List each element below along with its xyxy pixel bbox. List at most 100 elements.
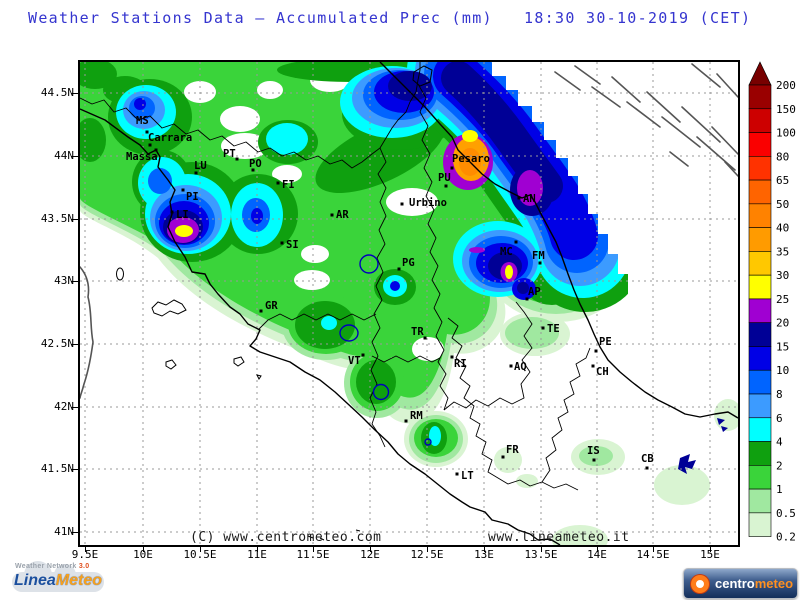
station-label: PE — [599, 336, 612, 348]
legend-swatch-25 — [748, 298, 772, 323]
station-PI: PI — [181, 188, 199, 203]
station-MC: MC — [500, 240, 518, 258]
legend-swatch-1 — [748, 488, 772, 514]
lon-tick — [143, 545, 144, 552]
legend-value-40: 40 — [776, 222, 789, 235]
legend-value-20: 20 — [776, 317, 789, 330]
station-label: TE — [547, 323, 560, 335]
legend-arrow — [748, 61, 772, 86]
station-dot — [154, 148, 158, 152]
station-TR: TR — [411, 326, 427, 340]
legend-value-8: 8 — [776, 388, 783, 401]
lon-label-12.5E: 12.5E — [410, 548, 444, 561]
station-label: PT — [223, 148, 236, 160]
station-FR: FR — [501, 444, 519, 459]
islands — [116, 65, 433, 541]
elba-island — [151, 299, 187, 317]
station-Carrara: Carrara — [148, 132, 192, 147]
station-dot — [181, 188, 185, 192]
centrometeo-ring-icon — [691, 574, 709, 593]
italy-coastline — [80, 62, 738, 545]
legend-value-2: 2 — [776, 459, 783, 472]
legend-value-4: 4 — [776, 436, 783, 449]
lat-label-43.5N: 43.5N — [40, 212, 74, 225]
station-PU: PU — [438, 172, 451, 188]
lon-label-10.5E: 10.5E — [183, 548, 217, 561]
legend-value-30: 30 — [776, 269, 789, 282]
lon-label-14.5E: 14.5E — [636, 548, 670, 561]
small-offshore-spots — [678, 418, 728, 474]
lat-tick — [71, 532, 78, 533]
giglio-island — [233, 356, 245, 367]
montecristo-island — [165, 359, 177, 370]
map-canvas: MS Carrara Massa LU PT PO FI PI LI SI AR Pesaro PU Ur… — [78, 60, 740, 547]
precip-extreme-cores — [175, 130, 513, 279]
san-marino-outline — [412, 65, 433, 87]
legend-swatch-2 — [748, 465, 772, 490]
lat-tick — [71, 219, 78, 220]
station-PT: PT — [223, 148, 239, 161]
legend-swatch-65 — [748, 179, 772, 205]
station-VT: VT — [348, 353, 365, 367]
lon-tick — [710, 545, 711, 552]
station-dot — [170, 210, 174, 214]
station-label: SI — [286, 239, 299, 251]
station-label: Massa — [126, 151, 158, 163]
legend-swatch-40 — [748, 227, 772, 252]
station-dot — [509, 364, 513, 368]
legend-value-50: 50 — [776, 198, 789, 211]
station-MS: MS — [136, 115, 149, 134]
station-Pesaro: Pesaro — [450, 153, 490, 170]
station-dot — [148, 143, 152, 147]
station-label: FI — [282, 179, 295, 191]
station-label: LU — [194, 160, 207, 172]
centrometeo-logo[interactable]: centrometeo — [683, 568, 798, 599]
lon-tick — [653, 545, 654, 552]
lat-label-44N: 44N — [54, 149, 74, 162]
station-label: PG — [402, 257, 415, 269]
legend-value-25: 25 — [776, 293, 789, 306]
legend-swatch-0.5 — [748, 512, 772, 537]
lon-label-10E: 10E — [133, 548, 153, 561]
lake-small — [424, 438, 432, 446]
giannutri-island — [256, 374, 262, 380]
station-PG: PG — [397, 257, 415, 271]
legend-value-10: 10 — [776, 364, 789, 377]
station-label: AR — [336, 209, 349, 221]
station-label: LI — [176, 209, 189, 221]
station-dot — [514, 240, 518, 244]
station-dot — [455, 472, 459, 476]
station-label: Pesaro — [452, 153, 490, 165]
station-dot — [645, 466, 649, 470]
station-dot — [541, 326, 545, 330]
station-dot — [538, 261, 542, 265]
station-dot — [450, 166, 454, 170]
precip-scale-legend: 200 150 100 80 65 50 40 35 30 25 20 15 10 8 6 4 2 1 0.5 0.2 — [748, 61, 796, 544]
station-label: AQ — [514, 361, 527, 373]
station-dot — [397, 267, 401, 271]
station-AN: AN — [517, 193, 536, 205]
station-LU: LU — [194, 160, 207, 175]
station-TE: TE — [541, 323, 560, 335]
legend-swatch-6 — [748, 417, 772, 442]
legend-value-6: 6 — [776, 412, 783, 425]
lineameteo-logo[interactable]: Weather Network 3.0 LineaMeteo — [8, 561, 112, 598]
lon-label-9.5E: 9.5E — [71, 548, 99, 561]
station-label: FM — [532, 250, 545, 262]
lake-bracciano — [372, 383, 390, 401]
station-dot — [259, 309, 263, 313]
legend-swatch-8 — [748, 393, 772, 419]
lat-label-42N: 42N — [54, 400, 74, 413]
station-CH: CH — [591, 364, 609, 378]
station-dot — [423, 336, 427, 340]
lon-tick — [85, 545, 86, 552]
lon-label-13E: 13E — [474, 548, 494, 561]
lon-tick — [427, 545, 428, 552]
lat-tick — [71, 344, 78, 345]
station-FI: FI — [276, 179, 295, 191]
station-IS: IS — [587, 445, 600, 462]
station-AP: AP — [525, 286, 541, 301]
station-dot — [361, 353, 365, 357]
station-label: GR — [265, 300, 278, 312]
